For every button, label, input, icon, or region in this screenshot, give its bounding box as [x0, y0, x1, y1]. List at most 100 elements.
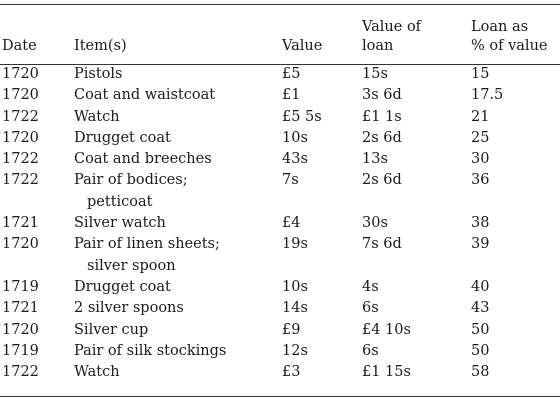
table-body: 1720 Pistols £5 15s 15 1720 Coat and waistcoat…: [0, 56, 560, 383]
cell-loan: 7s 6d: [362, 236, 402, 253]
cell-value: £5: [282, 66, 301, 82]
cell-loan: £4 10s: [362, 321, 411, 338]
cell-pct: 21: [471, 108, 490, 125]
header-pct: Loan as % of value: [471, 19, 548, 54]
cell-loan: 15s: [362, 66, 388, 82]
header-rule: [0, 64, 560, 65]
cell-pct: 43: [471, 300, 490, 317]
cell-item: Pair of silk stockings: [74, 341, 282, 362]
cell-item: Coat and waistcoat: [74, 85, 282, 106]
cell-pct: 25: [471, 129, 490, 146]
table-row: 1720 Pair of linen sheets; silver spoon 19s…: [0, 234, 560, 277]
table-row: 1722 Watch £5 5s £1 1s 21: [0, 107, 560, 128]
cell-loan: 4s: [362, 278, 379, 295]
cell-date: 1720: [2, 66, 39, 82]
cell-loan: 2s 6d: [362, 129, 402, 146]
item-line: Drugget coat: [74, 129, 171, 146]
cell-item: Drugget coat: [74, 128, 282, 149]
cell-date: 1720: [2, 236, 39, 253]
cell-date: 1720: [2, 87, 39, 104]
table-row: 1719 Drugget coat 10s 4s 40: [0, 277, 560, 298]
item-line: Silver watch: [74, 215, 166, 232]
cell-pct: 58: [471, 364, 490, 381]
cell-value: £5 5s: [282, 108, 322, 125]
table-row: 1720 Drugget coat 10s 2s 6d 25: [0, 128, 560, 149]
header-value: Value: [282, 38, 323, 54]
cell-pct: 36: [471, 172, 490, 189]
cell-value: 19s: [282, 236, 308, 253]
cell-pct: 40: [471, 278, 490, 295]
cell-value: 12s: [282, 342, 308, 359]
cell-pct: 15: [471, 66, 490, 82]
cell-value: 10s: [282, 129, 308, 146]
item-line: Watch: [74, 364, 120, 381]
table-row: 1720 Pistols £5 15s 15: [0, 56, 560, 85]
table-row: 1722 Pair of bodices; petticoat 7s 2s 6d 36: [0, 170, 560, 213]
header-items: Item(s): [74, 38, 127, 54]
item-line: Pair of linen sheets;: [74, 236, 220, 253]
item-line: Pair of silk stockings: [74, 342, 227, 359]
cell-pct: 50: [471, 321, 490, 338]
top-rule: [0, 4, 560, 5]
cell-date: 1720: [2, 129, 39, 146]
table-row: 1722 Watch £3 £1 15s 58: [0, 362, 560, 383]
item-line: Drugget coat: [74, 278, 171, 295]
cell-pct: 39: [471, 236, 490, 253]
cell-value: 43s: [282, 151, 308, 168]
cell-item: Pair of bodices; petticoat: [74, 170, 282, 213]
cell-date: 1721: [2, 300, 39, 317]
cell-item: Silver watch: [74, 213, 282, 234]
table-row: 1720 Silver cup £9 £4 10s 50: [0, 320, 560, 341]
cell-pct: 38: [471, 215, 490, 232]
header-date: Date: [2, 38, 37, 54]
cell-item: Coat and breeches: [74, 149, 282, 170]
item-line: Pistols: [74, 66, 123, 82]
cell-date: 1722: [2, 108, 39, 125]
cell-value: £3: [282, 364, 301, 381]
cell-value: 7s: [282, 172, 299, 189]
cell-item: Watch: [74, 107, 282, 128]
cell-value: £1: [282, 87, 301, 104]
cell-value: £4: [282, 215, 301, 232]
cell-date: 1722: [2, 172, 39, 189]
cell-item: Watch: [74, 362, 282, 383]
cell-loan: 3s 6d: [362, 87, 402, 104]
cell-date: 1719: [2, 278, 39, 295]
cell-date: 1721: [2, 215, 39, 232]
cell-date: 1722: [2, 364, 39, 381]
table-row: 1719 Pair of silk stockings 12s 6s 50: [0, 341, 560, 362]
item-line: Coat and waistcoat: [74, 87, 216, 104]
cell-item: Pair of linen sheets; silver spoon: [74, 234, 282, 277]
cell-loan: 30s: [362, 215, 388, 232]
item-line: Coat and breeches: [74, 151, 212, 168]
cell-date: 1719: [2, 342, 39, 359]
cell-date: 1722: [2, 151, 39, 168]
item-line: Watch: [74, 108, 120, 125]
item-line: Pair of bodices;: [74, 172, 188, 189]
table-row: 1721 2 silver spoons 14s 6s 43: [0, 298, 560, 319]
cell-loan: 6s: [362, 300, 379, 317]
cell-loan: 6s: [362, 342, 379, 359]
item-line: silver spoon: [87, 257, 176, 274]
cell-item: Silver cup: [74, 320, 282, 341]
cell-loan: £1 1s: [362, 108, 402, 125]
table-row: 1720 Coat and waistcoat £1 3s 6d 17.5: [0, 85, 560, 106]
bottom-rule: [0, 396, 560, 397]
item-line: petticoat: [87, 193, 153, 210]
header-loan: Value of loan: [362, 19, 422, 54]
cell-pct: 30: [471, 151, 490, 168]
item-line: 2 silver spoons: [74, 300, 184, 317]
cell-item: Drugget coat: [74, 277, 282, 298]
cell-pct: 50: [471, 342, 490, 359]
cell-item: 2 silver spoons: [74, 298, 282, 319]
cell-pct: 17.5: [471, 87, 504, 104]
cell-value: 10s: [282, 278, 308, 295]
cell-value: 14s: [282, 300, 308, 317]
cell-date: 1720: [2, 321, 39, 338]
item-line: Silver cup: [74, 321, 149, 338]
table-row: 1721 Silver watch £4 30s 38: [0, 213, 560, 234]
table-row: 1722 Coat and breeches 43s 13s 30: [0, 149, 560, 170]
cell-value: £9: [282, 321, 301, 338]
header-row: Date Item(s) Value Value of loan Loan as…: [0, 8, 560, 56]
